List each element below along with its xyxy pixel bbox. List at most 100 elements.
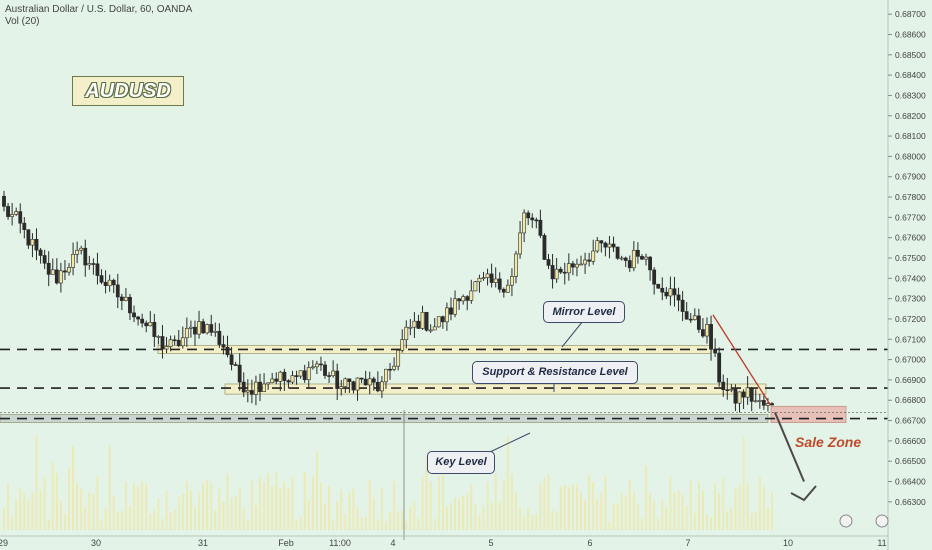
- candle-bear: [152, 322, 157, 337]
- volume-bar: [433, 518, 436, 530]
- candle-bear: [562, 271, 567, 274]
- volume-bar: [372, 497, 375, 530]
- price-tick-label: 0.67100: [895, 334, 926, 344]
- candles: [2, 190, 774, 413]
- volume-bar: [376, 519, 379, 530]
- candle-bull: [184, 327, 189, 339]
- volume-bar: [458, 498, 461, 530]
- volume-bar: [153, 509, 156, 530]
- volume-bar: [307, 499, 310, 530]
- candle-bull: [213, 330, 218, 333]
- candle-bear: [119, 296, 124, 301]
- candle-bull: [278, 371, 283, 382]
- candle-bear: [542, 235, 547, 260]
- volume-bar: [319, 482, 322, 530]
- volume-bar: [242, 507, 245, 530]
- candle-bull: [367, 378, 372, 386]
- volume-bar: [401, 510, 404, 530]
- candle-bull: [453, 298, 457, 315]
- candle-bear: [282, 371, 287, 381]
- candle-bear: [34, 238, 39, 251]
- price-tick-label: 0.67500: [895, 253, 926, 263]
- candle-bull: [30, 238, 35, 246]
- candle-bear: [449, 307, 453, 315]
- candle-bull: [266, 382, 271, 385]
- price-tick-label: 0.66700: [895, 416, 926, 426]
- candle-bull: [148, 322, 153, 327]
- time-tick-label: 7: [685, 538, 690, 548]
- candle-bull: [79, 247, 84, 251]
- candle-bull: [50, 269, 55, 275]
- volume-bar: [397, 511, 400, 530]
- volume-bar: [559, 486, 562, 530]
- candle-bear: [225, 346, 230, 356]
- volume-bar: [141, 480, 144, 530]
- volume-bar: [620, 493, 623, 530]
- candle-bull: [579, 263, 583, 266]
- candle-bear: [363, 378, 368, 386]
- candle-bull: [400, 339, 405, 351]
- candle-bull: [575, 263, 579, 268]
- volume-bar: [750, 513, 753, 530]
- volume-bar: [608, 521, 611, 530]
- candle-bear: [550, 265, 555, 280]
- volume-bar: [324, 503, 327, 530]
- candle-bear: [701, 329, 705, 337]
- volume-bar: [766, 508, 769, 530]
- volume-bar: [356, 508, 359, 530]
- candle-bear: [42, 255, 47, 264]
- candle-bear: [209, 324, 214, 333]
- volume-bar: [348, 492, 351, 530]
- candle-bear: [611, 243, 616, 248]
- volume-bar: [226, 473, 229, 530]
- candle-bull: [298, 370, 303, 377]
- volume-bar: [291, 476, 294, 530]
- volume-bar: [490, 501, 493, 530]
- projection-arrow: [774, 412, 805, 482]
- candle-bear: [648, 256, 652, 271]
- candle-bear: [359, 377, 364, 380]
- candle-bear: [684, 311, 689, 320]
- volume-bar: [246, 519, 249, 530]
- price-tick-label: 0.68400: [895, 70, 926, 80]
- candle-bear: [501, 288, 506, 293]
- candle-bear: [587, 259, 592, 262]
- price-tick-label: 0.66800: [895, 395, 926, 405]
- candle-bull: [396, 350, 401, 367]
- volume-bar: [466, 493, 469, 530]
- candle-bull: [290, 375, 295, 383]
- candle-bear: [6, 206, 10, 217]
- candle-bear: [636, 249, 640, 257]
- candle-bull: [392, 365, 396, 370]
- volume-bar: [653, 501, 656, 530]
- volume-bar: [198, 492, 201, 530]
- volume-bar: [600, 492, 603, 530]
- candle-bear: [128, 296, 132, 314]
- price-tick-label: 0.68300: [895, 90, 926, 100]
- candle-bear: [725, 389, 730, 391]
- candle-bear: [91, 263, 96, 265]
- candle-bull: [75, 249, 80, 255]
- candle-bull: [591, 250, 596, 262]
- volume-bar: [238, 486, 241, 530]
- volume-bar: [673, 491, 676, 530]
- volume-bar: [482, 506, 485, 530]
- symbol-title: Australian Dollar / U.S. Dollar, 60, OAN…: [5, 4, 193, 15]
- volume-bar: [31, 492, 34, 530]
- candle-bear: [144, 322, 149, 327]
- volume-bar: [177, 497, 180, 530]
- candle-bear: [457, 298, 462, 302]
- volume-bar: [51, 462, 54, 530]
- candle-bull: [644, 256, 648, 260]
- volume-bar: [510, 473, 513, 530]
- candle-bull: [566, 263, 571, 274]
- volume-bar: [108, 445, 111, 530]
- volume-bar: [88, 492, 91, 530]
- volume-bar: [425, 455, 428, 530]
- volume-bar: [771, 492, 773, 530]
- price-tick-label: 0.66300: [895, 497, 926, 507]
- volume-bar: [128, 505, 131, 530]
- volume-bar: [604, 474, 607, 530]
- candle-bear: [83, 247, 88, 266]
- volume-bar: [474, 503, 477, 530]
